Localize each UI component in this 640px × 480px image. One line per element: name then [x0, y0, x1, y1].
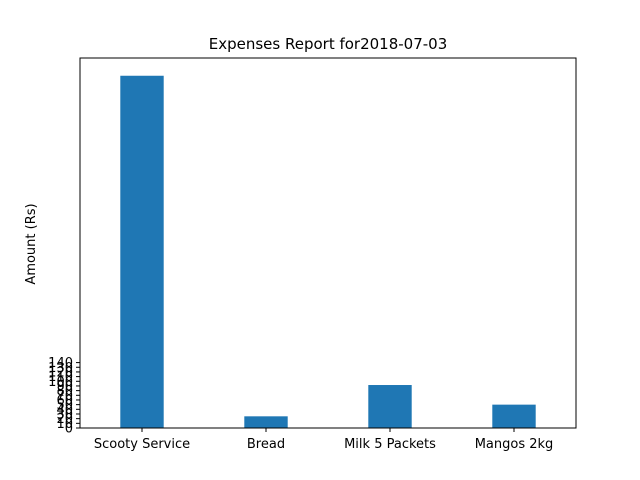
y-tick-label: 140: [48, 356, 73, 371]
y-tick-label: 60: [56, 393, 73, 408]
x-tick-label: Bread: [247, 437, 285, 452]
x-tick-label: Mangos 2kg: [475, 437, 554, 452]
y-tick-label: 20: [56, 412, 73, 427]
bar-scooty-service: [120, 75, 164, 428]
y-tick-label: 120: [48, 365, 73, 380]
y-tick-label: 80: [56, 384, 73, 399]
bar-mangos-2kg: [492, 404, 536, 428]
y-tick-label: 50: [56, 398, 73, 413]
x-tick-label: Milk 5 Packets: [344, 437, 436, 452]
y-tick-label: 90: [56, 379, 73, 394]
y-tick-label: 130: [48, 361, 73, 376]
bars-group: [120, 75, 536, 428]
x-ticks-group: Scooty Service Bread Milk 5 Packets Mangos …: [94, 428, 553, 452]
y-tick-label: 40: [56, 403, 73, 418]
y-tick-label: 110: [48, 370, 73, 385]
plot-area-frame: [79, 57, 577, 429]
y-axis-label: Amount (Rs): [24, 203, 39, 284]
bar-bread: [244, 416, 288, 428]
chart-title: Expenses Report for2018-07-03: [209, 35, 448, 53]
y-tick-label: 0: [65, 422, 73, 437]
x-tick-label: Scooty Service: [94, 437, 190, 452]
y-tick-label: 70: [56, 389, 73, 404]
bar-milk-5-packets: [368, 385, 412, 428]
y-tick-label: 30: [56, 407, 73, 422]
y-tick-label: 10: [56, 417, 73, 432]
y-tick-label: 100: [48, 375, 73, 390]
